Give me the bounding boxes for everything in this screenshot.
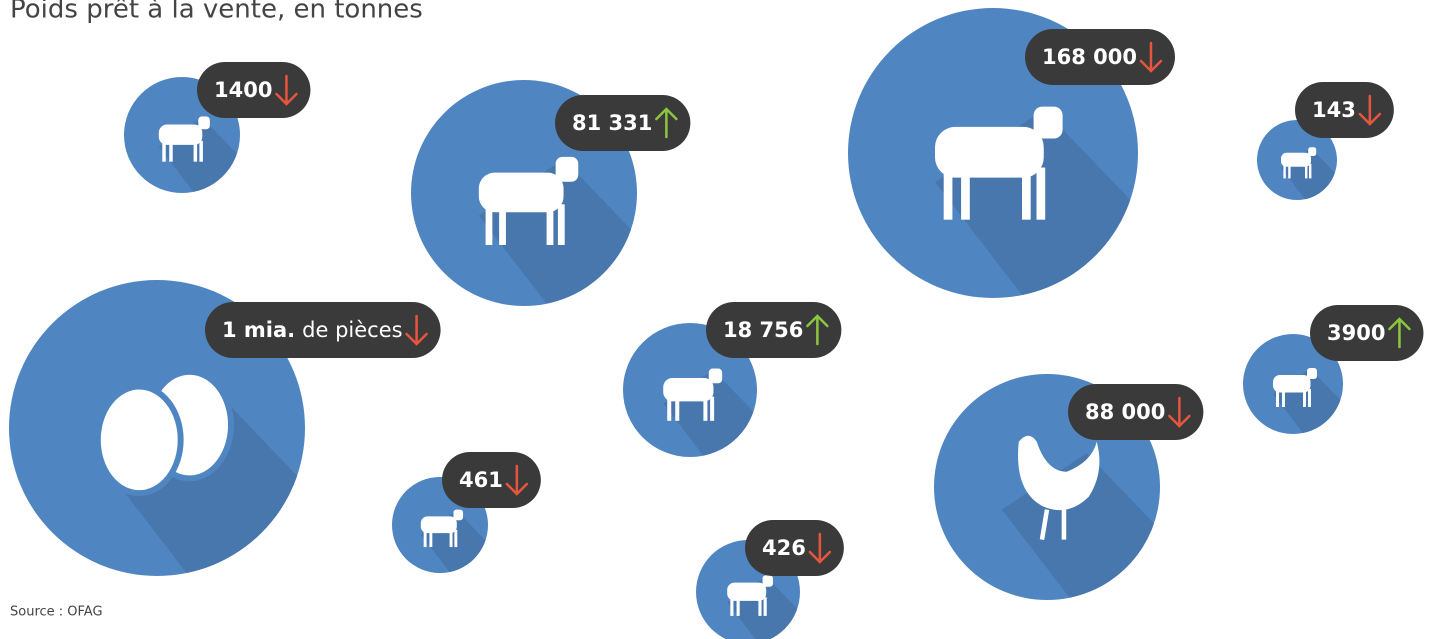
icon: [546, 204, 554, 245]
icon: [478, 172, 564, 213]
source: Source : OFAG: [10, 605, 103, 620]
icon: [499, 204, 506, 245]
trend-arrow: [806, 314, 829, 346]
bubble: [623, 323, 757, 457]
pill-bg: [1310, 305, 1424, 361]
icon: [193, 140, 198, 162]
icon: [1276, 389, 1279, 407]
icon: [1307, 368, 1317, 379]
trend-arrow: [808, 532, 832, 564]
value-pill: 168 000: [1025, 29, 1175, 85]
icon: [1308, 147, 1317, 156]
icon: [710, 396, 715, 421]
value-label: 1400: [214, 78, 272, 102]
icon: [675, 396, 680, 421]
icon: [1282, 389, 1285, 407]
value-label: 168 000: [1042, 45, 1137, 69]
title: Poids prêt à la vente, en tonnes: [10, 0, 423, 25]
icon: [943, 167, 953, 220]
value-label: 143: [1312, 98, 1356, 122]
pill-bg: [197, 62, 311, 118]
icon: [1305, 164, 1308, 179]
icon: [162, 140, 166, 162]
value-label: 88 000: [1085, 400, 1165, 424]
unit-label: de pièces: [302, 318, 402, 342]
icon: [1288, 164, 1291, 179]
icon: [158, 124, 203, 145]
value-label: 461: [459, 468, 503, 492]
value-label: 426: [762, 536, 806, 560]
icon: [763, 597, 767, 616]
icon: [485, 204, 493, 245]
icon: [198, 116, 210, 130]
value-pill: 143: [1295, 82, 1394, 138]
icon: [935, 126, 1044, 178]
icon: [555, 156, 579, 182]
icon: [169, 140, 173, 162]
trend-arrow: [1358, 94, 1382, 126]
icon: [1281, 152, 1311, 167]
value-pill: 3900: [1310, 305, 1424, 361]
icon: [199, 140, 203, 162]
icon: [1283, 164, 1286, 179]
value-label: 1 mia.: [222, 318, 295, 342]
icon: [1303, 389, 1306, 407]
value-pill: 1 mia. de pièces: [205, 302, 441, 358]
trend-arrow: [505, 464, 529, 496]
icon: [429, 529, 433, 548]
icon: [762, 575, 773, 587]
icon: [557, 204, 565, 245]
icon: [663, 377, 714, 402]
icon: [667, 396, 672, 421]
trend-arrow: [275, 74, 298, 106]
value-pill: 18 756: [706, 302, 842, 358]
icon: [449, 529, 453, 548]
icon: [703, 396, 708, 421]
icon: [961, 167, 970, 220]
icon: [1308, 389, 1311, 407]
icon: [1022, 167, 1031, 220]
icon: [1273, 375, 1311, 393]
trend-arrow: [1388, 317, 1411, 349]
icon: [736, 597, 740, 616]
icon: [708, 368, 723, 384]
icon: [1039, 509, 1067, 540]
icon: [1309, 164, 1312, 179]
pill-bg: [1068, 384, 1204, 440]
trend-arrow: [405, 314, 428, 346]
value-label: 3900: [1327, 321, 1385, 345]
icon: [758, 597, 762, 616]
pill-bg: [205, 302, 441, 358]
value-pill: 88 000: [1068, 384, 1204, 440]
bubble: [1243, 334, 1343, 434]
value-pill: 81 331: [555, 95, 691, 151]
value-label: 81 331: [572, 111, 652, 135]
icon: [420, 516, 457, 534]
trend-arrow: [1139, 41, 1163, 73]
value-label: 18 756: [723, 318, 803, 342]
icon: [1018, 435, 1100, 511]
icon: [730, 597, 734, 616]
icon: [94, 383, 184, 497]
value-pill: 426: [745, 520, 844, 576]
pill-bg: [1025, 29, 1175, 85]
bubble: [1257, 120, 1337, 200]
value-pill: 1400: [197, 62, 311, 118]
icon: [1033, 106, 1063, 139]
trend-arrow: [1168, 396, 1191, 428]
icon: [727, 582, 767, 601]
pill-bg: [555, 95, 691, 151]
icon: [423, 529, 427, 548]
icon: [1036, 167, 1046, 220]
icon: [453, 509, 464, 521]
icon: [454, 529, 458, 548]
trend-arrow: [655, 107, 678, 139]
pill-bg: [706, 302, 842, 358]
value-pill: 461: [442, 452, 541, 508]
